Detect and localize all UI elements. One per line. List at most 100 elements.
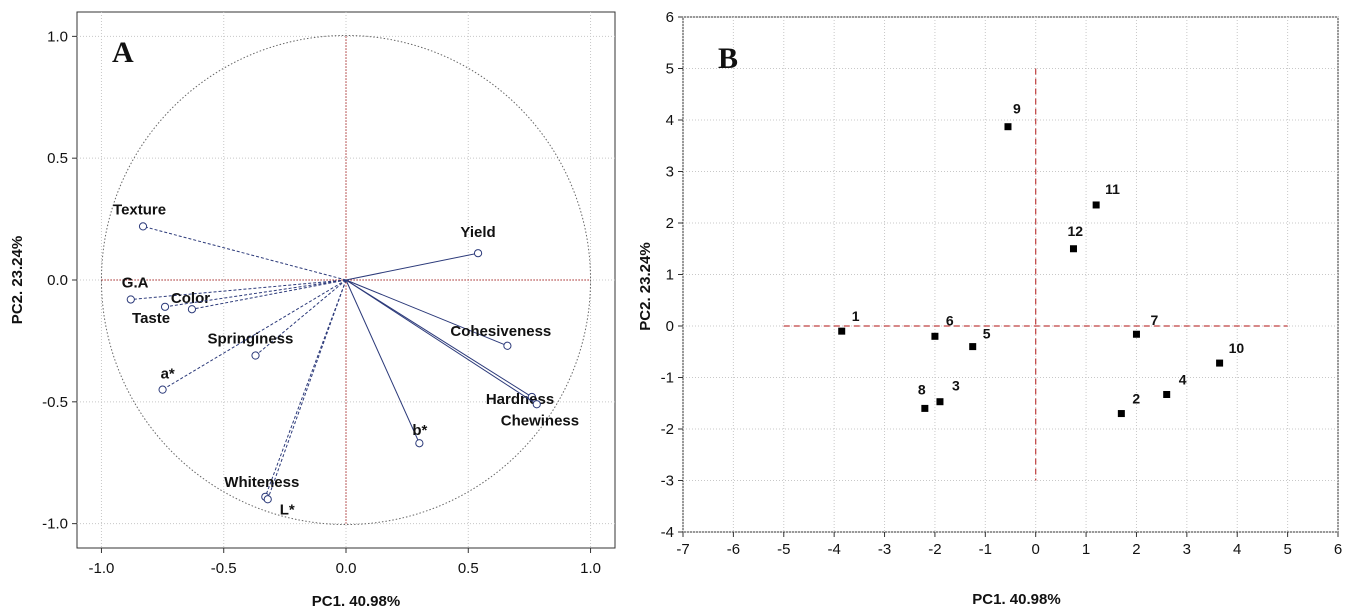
panel-b-x-tick-label: 4 xyxy=(1233,541,1241,558)
panel-a-y-tick-label: 1.0 xyxy=(47,28,68,45)
loading-point xyxy=(473,249,483,258)
panel-a-x-tick-label: -0.5 xyxy=(211,560,237,577)
loading-vector-line xyxy=(191,279,347,310)
score-point xyxy=(921,404,929,412)
panel-a-y-axis-label: PC2. 23.24% xyxy=(9,236,26,324)
panel-b-y-tick-label: 6 xyxy=(666,9,674,26)
panel-b-y-tick-label: -1 xyxy=(661,370,674,387)
score-point-label: 7 xyxy=(1150,312,1158,328)
score-point xyxy=(936,398,944,406)
loading-vector-line xyxy=(345,279,533,398)
score-point xyxy=(1092,201,1100,209)
panel-a-letter: A xyxy=(112,36,134,69)
panel-b-x-tick-label: 0 xyxy=(1032,541,1040,558)
panel-a-y-tick-label: -1.0 xyxy=(42,516,68,533)
panel-a-y-tick-label: 0.5 xyxy=(47,150,68,167)
loading-label: Chewiness xyxy=(501,412,579,429)
panel-b-grid xyxy=(682,16,1339,533)
loading-label: L* xyxy=(280,501,295,518)
panel-a-loadings-plot: -1.0 -0.5 0.0 0.5 1.0 1.0 0.5 0.0 -0.5 -1.0 Textu… xyxy=(9,11,616,610)
loading-vector-line xyxy=(345,279,420,444)
loading-label: Cohesiveness xyxy=(450,323,551,340)
score-point xyxy=(1004,123,1012,131)
score-point-label: 8 xyxy=(918,381,926,397)
panel-a-x-tick-label: 1.0 xyxy=(580,560,601,577)
panel-b-x-tick-label: 6 xyxy=(1334,541,1342,558)
score-point-label: 3 xyxy=(952,378,960,394)
panel-b-x-tick-label: -6 xyxy=(727,541,740,558)
panel-b-y-tick-label: 1 xyxy=(666,267,674,284)
panel-b-letter: B xyxy=(718,42,738,75)
panel-b-x-tick-label: -4 xyxy=(827,541,840,558)
loading-label: b* xyxy=(412,422,427,439)
panel-b-x-tick-label: -7 xyxy=(676,541,689,558)
loading-label: Taste xyxy=(132,310,170,327)
loading-vector-line xyxy=(162,279,347,391)
loading-label: Texture xyxy=(113,201,166,218)
panel-b-x-tick-label: 1 xyxy=(1082,541,1090,558)
score-point xyxy=(1163,390,1171,398)
panel-a-x-tick-label: 0.5 xyxy=(458,560,479,577)
loading-point xyxy=(251,351,260,360)
loading-vector-line xyxy=(345,279,508,347)
loading-label: Yield xyxy=(460,224,495,241)
score-point xyxy=(969,343,977,351)
loading-point xyxy=(415,439,424,448)
panel-b-y-tick-label: -2 xyxy=(661,421,674,438)
loading-label: a* xyxy=(161,366,175,383)
loading-point xyxy=(158,385,167,394)
panel-b-x-tick-label: 5 xyxy=(1283,541,1291,558)
panel-b-x-tick-label: -5 xyxy=(777,541,790,558)
loading-vector-line xyxy=(345,279,538,405)
score-point xyxy=(1216,359,1224,367)
panel-b-x-axis-label: PC1. 40.98% xyxy=(972,591,1060,608)
score-point-label: 11 xyxy=(1105,181,1120,197)
loading-label: G.A xyxy=(122,274,149,291)
loading-label: Whiteness xyxy=(224,474,299,491)
panel-a-y-tick-label: -0.5 xyxy=(42,394,68,411)
score-point-label: 12 xyxy=(1067,223,1083,239)
loading-point xyxy=(138,222,148,231)
loading-vector-line xyxy=(142,225,347,281)
panel-b-y-tick-label: -3 xyxy=(661,473,674,490)
panel-a-x-tick-label: -1.0 xyxy=(89,560,115,577)
panel-a-y-tick-label: 0.0 xyxy=(47,272,68,289)
loading-vector-line xyxy=(264,279,347,498)
loading-point xyxy=(503,341,512,350)
loading-vector-line xyxy=(267,279,347,500)
loading-point xyxy=(263,495,272,504)
loading-vector-line xyxy=(345,252,479,281)
loading-label: Color xyxy=(171,290,210,307)
panel-a-x-tick-label: 0.0 xyxy=(336,560,357,577)
panel-b-y-tick-label: 3 xyxy=(666,164,674,181)
score-point-label: 2 xyxy=(1132,391,1140,407)
score-point-label: 10 xyxy=(1229,340,1245,356)
score-point-label: 4 xyxy=(1179,371,1187,387)
loading-point xyxy=(532,400,541,409)
score-point xyxy=(838,327,846,335)
panel-b-y-axis-label: PC2. 23.24% xyxy=(637,242,654,330)
loading-point xyxy=(126,295,135,304)
panel-b-y-tick-label: 0 xyxy=(666,318,674,335)
score-point-label: 6 xyxy=(946,312,954,328)
panel-b-x-tick-label: -3 xyxy=(878,541,891,558)
loading-vector-line xyxy=(164,279,347,308)
loading-point xyxy=(160,302,170,311)
panel-b-y-tick-label: 4 xyxy=(666,112,674,129)
panel-b-x-tick-label: -1 xyxy=(979,541,992,558)
panel-b-y-tick-label: 5 xyxy=(666,61,674,78)
panel-a-x-axis-label: PC1. 40.98% xyxy=(312,593,400,610)
score-point-label: 5 xyxy=(983,326,991,342)
panel-a-tick-labels: -1.0 -0.5 0.0 0.5 1.0 1.0 0.5 0.0 -0.5 -1.0 xyxy=(42,28,601,577)
panel-b-y-tick-label: 2 xyxy=(666,215,674,232)
score-point xyxy=(1069,245,1077,253)
score-point xyxy=(1117,410,1125,418)
loading-point xyxy=(187,305,197,314)
score-point-label: 1 xyxy=(852,308,860,324)
score-point-label: 9 xyxy=(1013,101,1021,117)
panel-b-x-tick-label: 2 xyxy=(1132,541,1140,558)
